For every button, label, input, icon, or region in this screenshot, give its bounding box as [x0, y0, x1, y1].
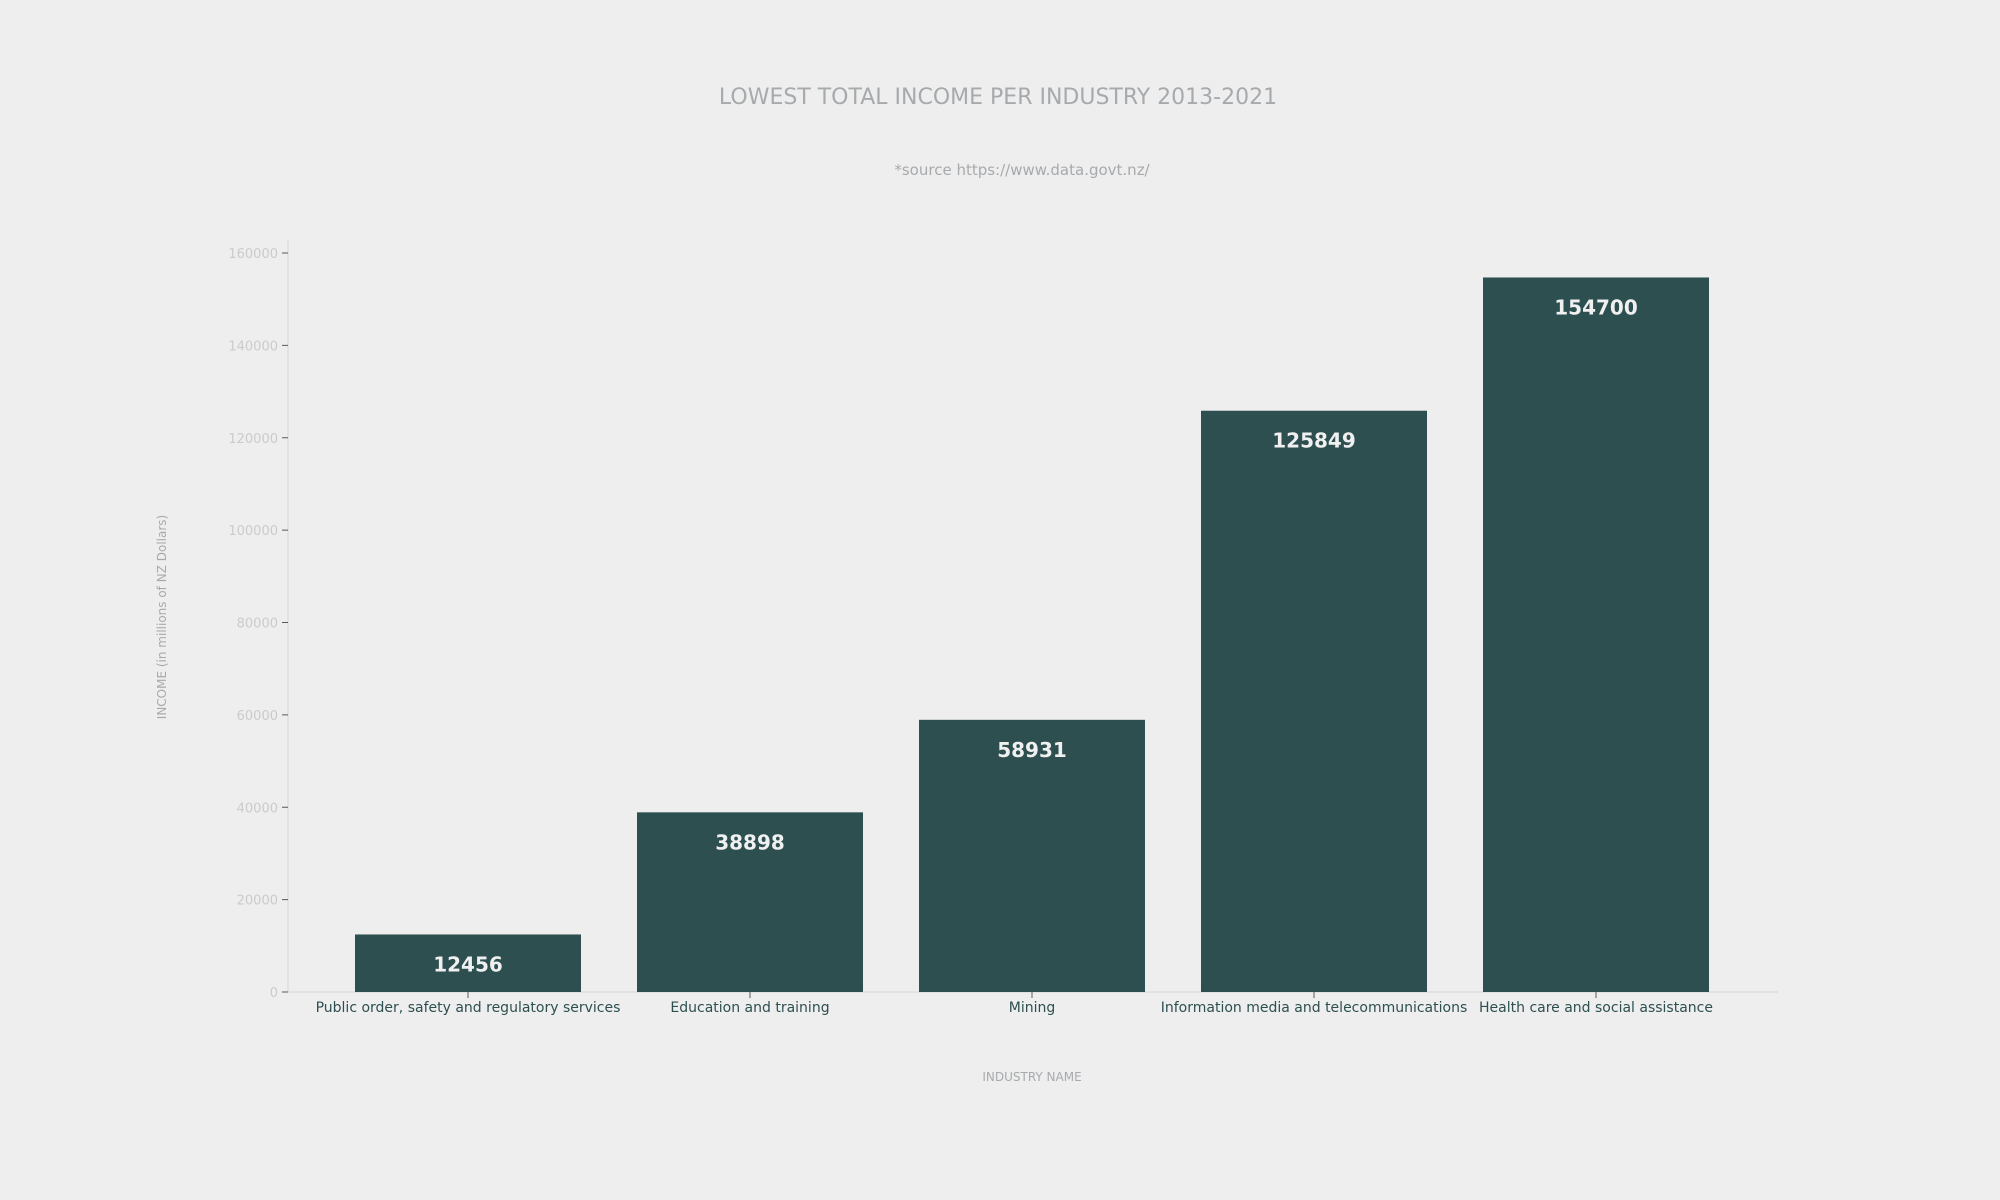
bar — [637, 812, 863, 992]
bar-value-label: 154700 — [1554, 295, 1638, 319]
y-tick-label: 120000 — [228, 432, 278, 447]
bar-value-label: 58931 — [997, 738, 1067, 762]
chart-subtitle: *source https://www.data.govt.nz/ — [894, 161, 1150, 179]
x-tick-label: Health care and social assistance — [1479, 1000, 1713, 1016]
chart-title: LOWEST TOTAL INCOME PER INDUSTRY 2013-20… — [719, 85, 1277, 110]
data-label-group: 12456 38898 58931 125849 154700 — [433, 295, 1638, 976]
bar-value-label: 125849 — [1272, 429, 1356, 453]
y-axis-ticks: 0 20000 40000 60000 80000 100000 120000 140000 1… — [228, 247, 288, 1001]
x-tick-label: Information media and telecommunications — [1161, 1000, 1468, 1016]
y-axis-title: INCOME (in millions of NZ Dollars) — [155, 515, 169, 719]
x-axis-ticks: Public order, safety and regulatory serv… — [316, 992, 1713, 1016]
bar — [919, 719, 1145, 992]
y-tick-label: 100000 — [228, 524, 278, 539]
x-axis-title: INDUSTRY NAME — [982, 1070, 1081, 1084]
y-tick-label: 140000 — [228, 339, 278, 354]
bar — [1201, 410, 1427, 992]
y-tick-label: 60000 — [237, 709, 278, 724]
bar-value-label: 38898 — [715, 830, 785, 854]
x-tick-label: Public order, safety and regulatory serv… — [316, 1000, 621, 1016]
y-tick-label: 0 — [270, 986, 278, 1001]
bar-value-label: 12456 — [433, 952, 503, 976]
bar — [355, 934, 581, 992]
bar — [1483, 277, 1709, 992]
y-tick-label: 40000 — [237, 801, 278, 816]
x-tick-label: Education and training — [670, 1000, 829, 1016]
y-tick-label: 160000 — [228, 247, 278, 262]
bar-group — [355, 277, 1709, 992]
y-tick-label: 20000 — [237, 894, 278, 909]
x-tick-label: Mining — [1009, 1000, 1056, 1016]
y-tick-label: 80000 — [237, 617, 278, 632]
